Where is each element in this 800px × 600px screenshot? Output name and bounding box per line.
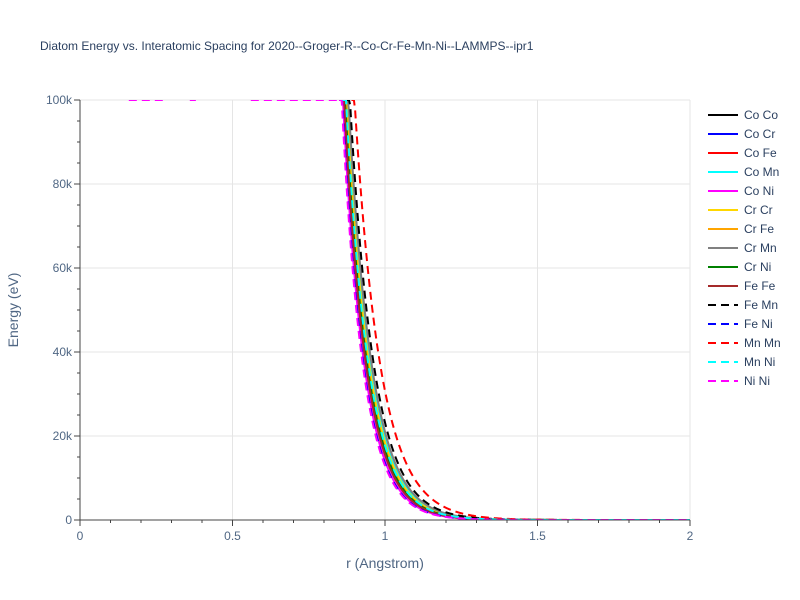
legend-label: Co Mn: [744, 165, 779, 179]
axis-layer: 0 0.5 1 1.5 2 0 20k 40k 60k 80k 100k: [46, 93, 694, 543]
legend-item-cr-mn[interactable]: Cr Mn: [708, 241, 777, 255]
legend-label: Co Ni: [744, 184, 774, 198]
x-tick-label: 0: [77, 529, 84, 543]
legend-label: Fe Mn: [744, 298, 778, 312]
legend-item-cr-fe[interactable]: Cr Fe: [708, 222, 774, 236]
y-tick-label: 80k: [53, 177, 73, 191]
legend-label: Ni Ni: [744, 374, 770, 388]
legend-label: Fe Ni: [744, 317, 773, 331]
legend-item-co-mn[interactable]: Co Mn: [708, 165, 779, 179]
legend-label: Cr Ni: [744, 260, 771, 274]
legend-item-fe-fe[interactable]: Fe Fe: [708, 279, 776, 293]
legend-label: Cr Mn: [744, 241, 777, 255]
legend-label: Mn Mn: [744, 336, 781, 350]
y-tick-label: 40k: [53, 345, 73, 359]
legend-label: Co Co: [744, 108, 778, 122]
y-tick-label: 60k: [53, 261, 73, 275]
y-axis-title: Energy (eV): [5, 273, 21, 348]
x-tick-label: 2: [687, 529, 694, 543]
legend-item-mn-ni[interactable]: Mn Ni: [708, 355, 775, 369]
chart-title: Diatom Energy vs. Interatomic Spacing fo…: [40, 39, 534, 53]
legend-label: Co Fe: [744, 146, 777, 160]
y-tick-label: 100k: [46, 93, 73, 107]
x-tick-label: 1.5: [529, 529, 546, 543]
legend-label: Cr Cr: [744, 203, 773, 217]
y-tick-label: 0: [65, 513, 72, 527]
legend-label: Co Cr: [744, 127, 775, 141]
legend-item-mn-mn[interactable]: Mn Mn: [708, 336, 781, 350]
legend-label: Cr Fe: [744, 222, 774, 236]
y-tick-label: 20k: [53, 429, 73, 443]
legend-item-co-co[interactable]: Co Co: [708, 108, 778, 122]
legend-item-co-ni[interactable]: Co Ni: [708, 184, 774, 198]
legend-item-co-fe[interactable]: Co Fe: [708, 146, 777, 160]
legend-item-fe-ni[interactable]: Fe Ni: [708, 317, 773, 331]
x-tick-label: 0.5: [224, 529, 241, 543]
legend-item-ni-ni[interactable]: Ni Ni: [708, 374, 770, 388]
x-axis-title: r (Angstrom): [346, 555, 424, 571]
legend-label: Fe Fe: [744, 279, 776, 293]
legend-item-co-cr[interactable]: Co Cr: [708, 127, 775, 141]
legend-item-cr-ni[interactable]: Cr Ni: [708, 260, 771, 274]
x-tick-label: 1: [382, 529, 389, 543]
legend-item-fe-mn[interactable]: Fe Mn: [708, 298, 778, 312]
legend-item-cr-cr[interactable]: Cr Cr: [708, 203, 773, 217]
legend: Co Co Co Cr Co Fe Co Mn Co Ni Cr Cr Cr Fe Cr Mn…: [708, 108, 781, 388]
legend-label: Mn Ni: [744, 355, 775, 369]
